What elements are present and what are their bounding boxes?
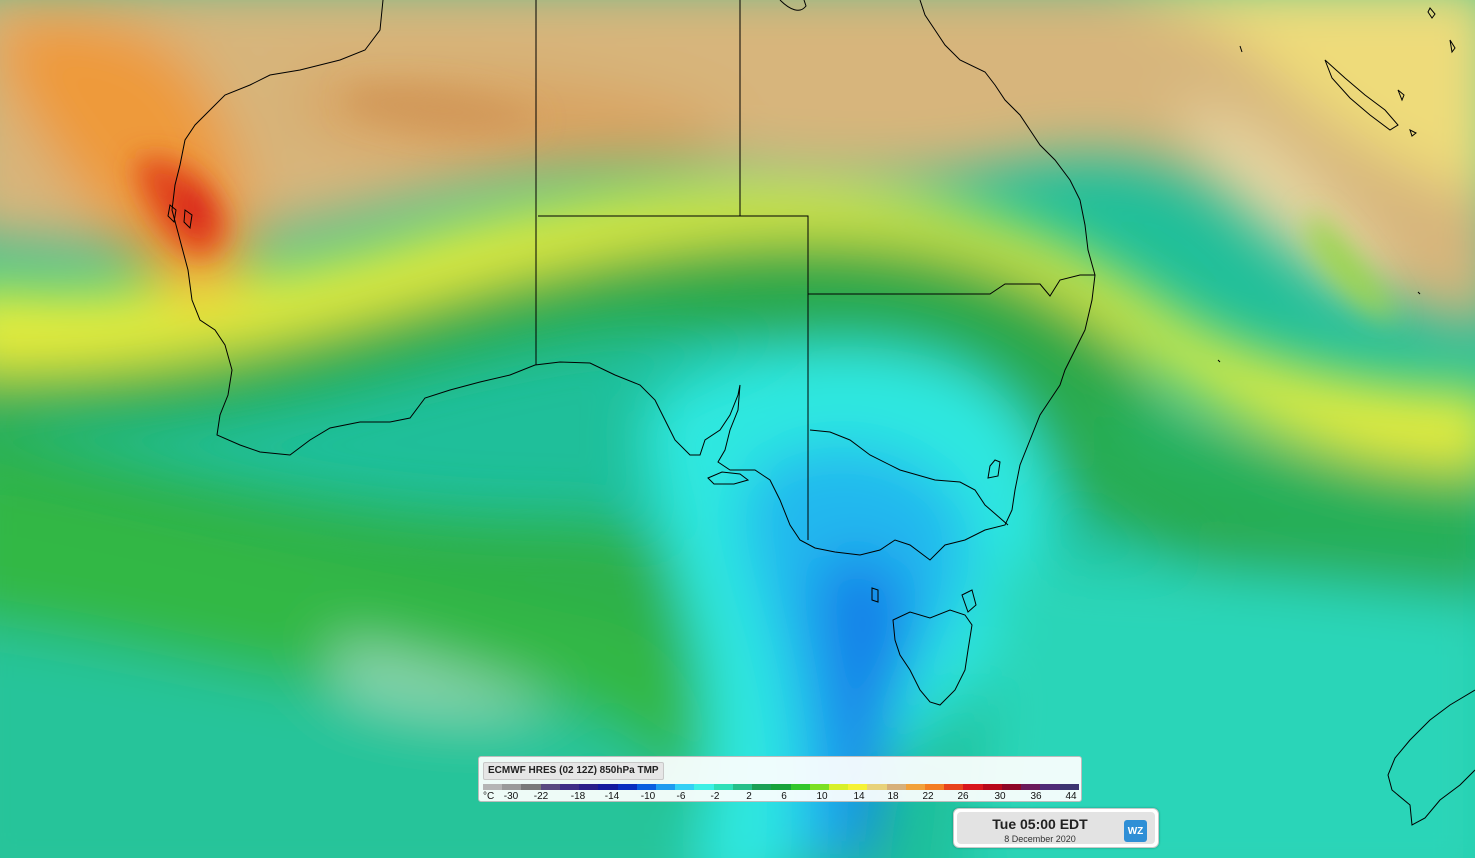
legend-color-swatch <box>963 784 983 790</box>
legend-unit: °C <box>483 791 495 802</box>
legend-tick-label: -14 <box>604 791 620 802</box>
legend-color-swatch <box>944 784 964 790</box>
legend-color-swatch <box>502 784 522 790</box>
legend-tick-label: 14 <box>853 791 865 802</box>
legend-tick-label: 30 <box>994 791 1006 802</box>
temperature-legend: ECMWF HRES (02 12Z) 850hPa TMP °C -30 -22… <box>478 756 1082 802</box>
legend-color-swatch <box>732 784 753 790</box>
legend-color-swatch <box>713 784 733 790</box>
legend-color-swatch <box>982 784 1002 790</box>
legend-color-swatch <box>905 784 926 790</box>
legend-tick-label: 10 <box>816 791 828 802</box>
legend-color-swatch <box>1001 784 1022 790</box>
legend-color-swatch <box>1059 784 1079 790</box>
legend-color-swatch <box>1021 784 1041 790</box>
legend-color-swatch <box>886 784 906 790</box>
legend-tick-label: -10 <box>640 791 656 802</box>
legend-tick-label: -22 <box>533 791 549 802</box>
legend-color-swatch <box>809 784 829 790</box>
legend-color-swatch <box>559 784 580 790</box>
legend-tick-label: 2 <box>746 791 752 802</box>
legend-color-swatch <box>483 784 503 790</box>
legend-color-swatch <box>848 784 868 790</box>
legend-tick-label: 36 <box>1030 791 1042 802</box>
timestamp-time: Tue 05:00 EDT <box>992 816 1088 832</box>
legend-color-swatch <box>694 784 714 790</box>
legend-tick-label: 18 <box>887 791 899 802</box>
legend-color-swatch <box>655 784 676 790</box>
legend-tick-label: 44 <box>1065 791 1077 802</box>
legend-color-swatch <box>790 784 810 790</box>
legend-color-swatch <box>579 784 599 790</box>
legend-tick-label: -2 <box>710 791 720 802</box>
legend-color-swatch <box>752 784 772 790</box>
legend-title: ECMWF HRES (02 12Z) 850hPa TMP <box>483 762 664 780</box>
legend-color-swatch <box>867 784 887 790</box>
timestamp-date: 8 December 2020 <box>1004 834 1076 844</box>
legend-color-swatch <box>521 784 541 790</box>
timestamp-inner: Tue 05:00 EDT 8 December 2020 WZ <box>957 812 1155 844</box>
legend-tick-label: 6 <box>781 791 787 802</box>
legend-color-bar <box>483 784 1079 790</box>
legend-color-swatch <box>1040 784 1060 790</box>
coastline-outlines <box>167 0 1475 826</box>
legend-color-swatch <box>675 784 695 790</box>
legend-tick-label: -18 <box>570 791 586 802</box>
legend-color-swatch <box>598 784 618 790</box>
legend-color-swatch <box>540 784 560 790</box>
legend-color-swatch <box>617 784 637 790</box>
legend-tick-label: 26 <box>957 791 969 802</box>
weatherzone-logo[interactable]: WZ <box>1124 820 1147 842</box>
legend-tick-label: -6 <box>676 791 686 802</box>
legend-color-swatch <box>636 784 656 790</box>
legend-color-swatch <box>771 784 791 790</box>
timestamp-panel: Tue 05:00 EDT 8 December 2020 WZ <box>953 808 1159 848</box>
legend-color-swatch <box>925 784 945 790</box>
legend-color-swatch <box>828 784 849 790</box>
legend-tick-label: 22 <box>922 791 934 802</box>
legend-tick-label: -30 <box>503 791 519 802</box>
